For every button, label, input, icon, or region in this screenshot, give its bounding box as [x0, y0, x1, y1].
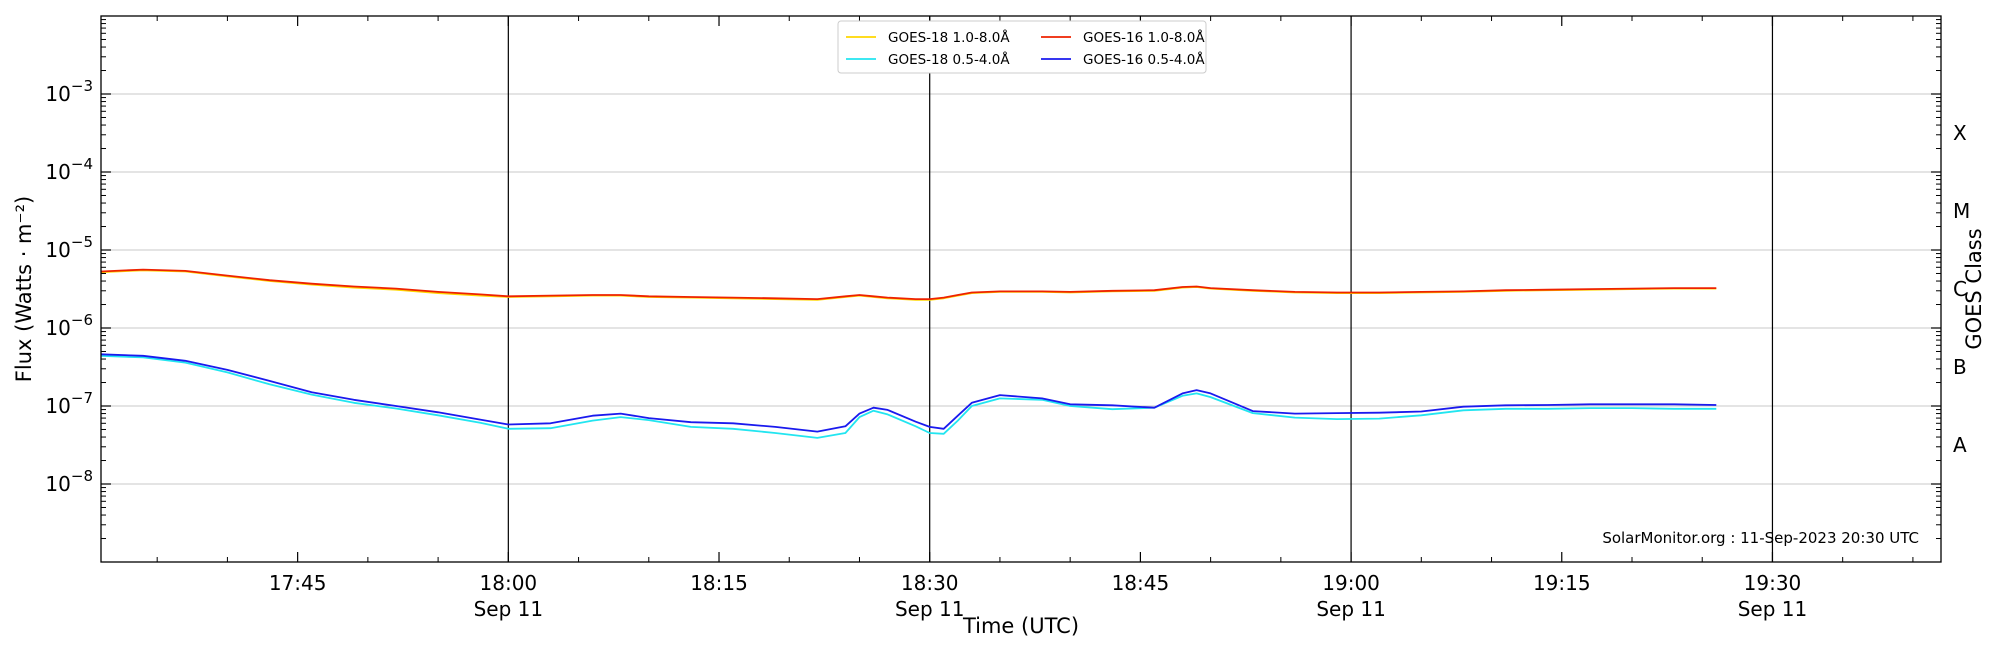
x-tick-date-label: Sep 11	[1316, 597, 1386, 621]
y-tick-label: 10−7	[45, 389, 93, 418]
y-tick-label: 10−8	[45, 467, 93, 496]
goes-class-axis-label: GOES Class	[1962, 228, 1986, 349]
legend-label: GOES-16 1.0-8.0Å	[1083, 29, 1205, 46]
x-tick-date-label: Sep 11	[895, 597, 965, 621]
goes-class-label: X	[1953, 121, 1967, 145]
goes-class-label: C	[1953, 277, 1967, 301]
goes-class-label: A	[1953, 433, 1967, 457]
grid-lines	[101, 93, 1941, 485]
y-tick-label: 10−3	[45, 77, 93, 106]
x-tick-label: 18:15	[690, 571, 748, 595]
y-axis-ticks: 10−8 10−7 10−6 10−5 10−4 10−3	[45, 19, 1941, 540]
x-tick-label: 19:30	[1744, 571, 1802, 595]
x-tick-label: 19:15	[1533, 571, 1591, 595]
series-line	[100, 268, 1717, 301]
goes-class-label: M	[1953, 199, 1970, 223]
x-tick-label: 19:00	[1322, 571, 1380, 595]
x-tick-label: 18:45	[1112, 571, 1170, 595]
legend-box	[837, 20, 1207, 74]
legend: GOES-18 1.0-8.0Å GOES-18 0.5-4.0Å GOES-16 …	[837, 20, 1207, 74]
y-tick-label: 10−5	[45, 233, 93, 262]
series-line	[100, 354, 1717, 439]
x-tick-date-label: Sep 11	[1738, 597, 1808, 621]
y-tick-label: 10−4	[45, 155, 93, 184]
legend-label: GOES-18 0.5-4.0Å	[888, 51, 1010, 68]
day-time-markers	[507, 16, 1774, 562]
y-tick-label: 10−6	[45, 311, 93, 340]
x-tick-label: 18:00	[480, 571, 538, 595]
x-axis-label: Time (UTC)	[962, 614, 1079, 638]
plot-frame	[100, 15, 1942, 563]
x-tick-label: 17:45	[269, 571, 327, 595]
x-tick-label: 18:30	[901, 571, 959, 595]
credit-text: SolarMonitor.org : 11-Sep-2023 20:30 UTC	[1602, 529, 1919, 547]
y-axis-label: Flux (Watts · m⁻²)	[12, 196, 36, 382]
legend-label: GOES-18 1.0-8.0Å	[888, 29, 1010, 46]
flux-series	[100, 268, 1717, 439]
legend-label: GOES-16 0.5-4.0Å	[1083, 51, 1205, 68]
x-tick-date-label: Sep 11	[474, 597, 544, 621]
goes-class-labels: A B C M X	[1953, 121, 1970, 457]
series-line	[100, 353, 1717, 433]
goes-class-label: B	[1953, 355, 1967, 379]
